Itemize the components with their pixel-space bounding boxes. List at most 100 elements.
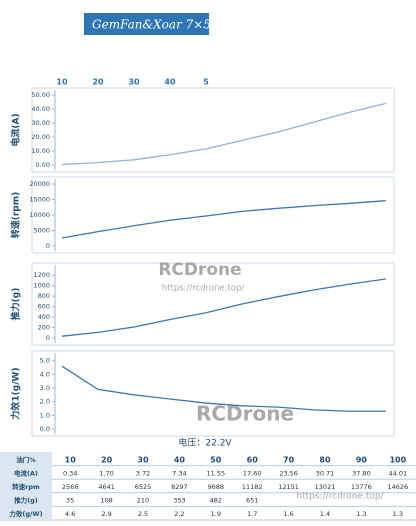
y-tick-label: 600 [38,303,50,311]
title-banner [84,13,209,35]
y-tick-label: 4.0 [40,370,50,378]
y-tick-label: 10000 [29,211,50,219]
y-tick-label: 2.0 [40,398,50,406]
table-cell: 20 [101,455,113,464]
table-cell: 108 [100,497,112,505]
table-cell: 10 [65,455,77,464]
y-tick-label: 0.00 [36,161,50,169]
table-cell: 2566 [62,483,79,491]
watermark: https://rcdrone.top/ [162,284,245,294]
data-line [61,278,387,337]
table-cell: 90 [356,455,368,464]
table-cell: 37.80 [352,469,371,477]
y-tick-label: 30.00 [31,119,50,127]
y-tick-label: 5.0 [40,357,50,365]
table-cell: 35 [66,497,74,505]
panel-frame [31,87,395,173]
table-cell: 70 [283,455,295,464]
table-cell: 1.9 [211,510,221,518]
y-tick-label: 0.0 [40,425,50,433]
table-cell: 30.71 [316,469,335,477]
y-tick-label: 0 [46,242,50,250]
top-axis-label: 20 [92,78,104,87]
table-cell: 13776 [351,483,372,491]
table-cell: 1.70 [99,469,113,477]
y-tick-label: 800 [38,292,50,300]
y-tick-label: 15000 [29,196,50,204]
watermark: RCDrone [196,402,294,426]
y-axis-title: 推力(g) [10,288,22,321]
table-cell: 80 [319,455,331,464]
panel-frame [31,176,395,254]
voltage-label: 电压：22.2V [178,437,232,449]
y-tick-label: 0 [46,334,50,342]
title: GemFan&Xoar 7×5 [92,18,211,32]
y-tick-label: 400 [38,313,50,321]
table-cell: 50 [210,455,222,464]
watermark: RCDrone [158,260,241,280]
table-cell: 6525 [135,483,152,491]
table-cell: 44.01 [388,469,407,477]
table-cell: 100 [389,455,406,464]
row-label: 油门% [16,455,36,464]
top-axis-label: 40 [164,78,176,87]
table-cell: 1.6 [283,510,293,518]
table-cell: 4.6 [65,510,75,518]
table-cell: 9688 [208,483,225,491]
table-cell: 4641 [98,483,115,491]
y-tick-label: 1.0 [40,411,50,419]
table-cell: 1.7 [247,510,257,518]
table-cell: 210 [137,497,149,505]
panel-frame [31,262,395,346]
row-label-bg [0,492,52,507]
table-cell: 40 [174,455,186,464]
table-cell: 1.4 [320,510,330,518]
data-line [61,365,386,412]
table-cell: 3.72 [136,469,150,477]
data-line [61,200,387,239]
table-cell: 1.3 [393,510,403,518]
y-axis-title: 转速(rpm) [10,192,22,239]
row-label: 推力(g) [14,496,38,505]
y-tick-label: 20000 [29,180,50,188]
data-line [61,102,387,166]
row-label: 电流(A) [14,468,38,477]
table-cell: 2.5 [138,510,148,518]
panel-frame [31,350,395,437]
table-cell: 23.56 [279,469,298,477]
row-label-bg [0,479,52,493]
y-tick-label: 1000 [33,282,50,290]
table-cell: 7.34 [172,469,186,477]
row-label-bg [0,465,52,480]
table-cell: 8297 [171,483,188,491]
table-cell: 651 [246,497,258,505]
top-axis-label: 30 [128,78,140,87]
y-axis-title: 电流(A) [10,113,22,146]
y-tick-label: 40.00 [31,105,50,113]
table-cell: 2.9 [101,510,111,518]
table-cell: 13021 [315,483,336,491]
y-tick-label: 50.00 [31,91,50,99]
y-tick-label: 20.00 [31,133,50,141]
row-label-bg [0,452,52,466]
y-tick-label: 200 [38,324,50,332]
table-cell: 30 [137,455,149,464]
table-cell: 2.2 [174,510,184,518]
table-cell: 17.60 [243,469,262,477]
y-tick-label: 3.0 [40,384,50,392]
table-cell: 1.3 [356,510,366,518]
table-cell: 353 [173,497,185,505]
watermark: https://rcdrone.top/ [296,492,384,502]
table-cell: 12151 [278,483,299,491]
y-axis-title: 力效1(g/W) [10,367,22,419]
y-tick-label: 5000 [33,227,50,235]
top-axis-label: 10 [56,78,68,87]
table-cell: 60 [247,455,259,464]
table-cell: 11182 [242,483,263,491]
y-tick-label: 1200 [33,271,50,279]
table-cell: 0.34 [63,469,77,477]
table-cell: 14626 [387,483,408,491]
row-label: 转速rpm [12,482,40,491]
